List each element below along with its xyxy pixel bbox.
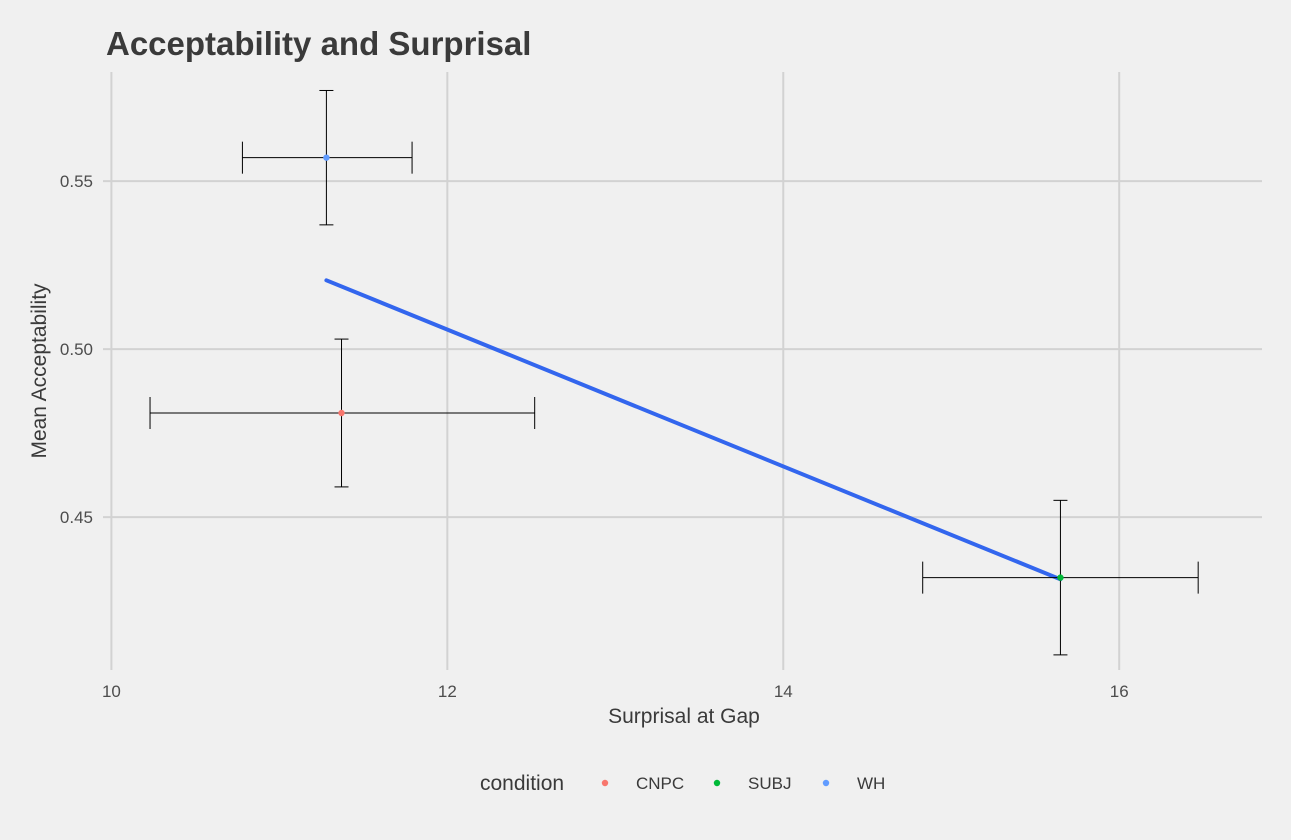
y-axis-title: Mean Acceptability (28, 283, 51, 459)
legend-key-wh (822, 779, 830, 787)
data-points (323, 154, 1064, 581)
point-subj (1057, 574, 1064, 581)
y-tick-label: 0.55 (60, 172, 93, 191)
point-cnpc (338, 409, 345, 417)
legend: condition CNPC SUBJ WH (480, 772, 885, 795)
legend-key-subj (713, 779, 721, 787)
legend-key-cnpc (601, 779, 609, 787)
chart-title: Acceptability and Surprisal (106, 25, 531, 62)
legend-label-subj: SUBJ (748, 774, 791, 793)
x-tick-label: 14 (774, 682, 793, 701)
x-tick-labels: 10 12 14 16 (102, 682, 1129, 701)
trend-line-group (324, 278, 1063, 582)
x-axis-title: Surprisal at Gap (608, 705, 760, 728)
x-tick-label: 16 (1110, 682, 1129, 701)
y-tick-label: 0.45 (60, 508, 93, 527)
x-tick-label: 10 (102, 682, 121, 701)
legend-label-cnpc: CNPC (636, 774, 684, 793)
legend-title: condition (480, 772, 564, 795)
trend-line (324, 278, 1063, 582)
y-tick-labels: 0.45 0.50 0.55 (60, 172, 93, 527)
x-tick-label: 12 (438, 682, 457, 701)
legend-label-wh: WH (857, 774, 885, 793)
point-wh (323, 154, 330, 161)
grid (103, 72, 1262, 670)
y-tick-label: 0.50 (60, 340, 93, 359)
